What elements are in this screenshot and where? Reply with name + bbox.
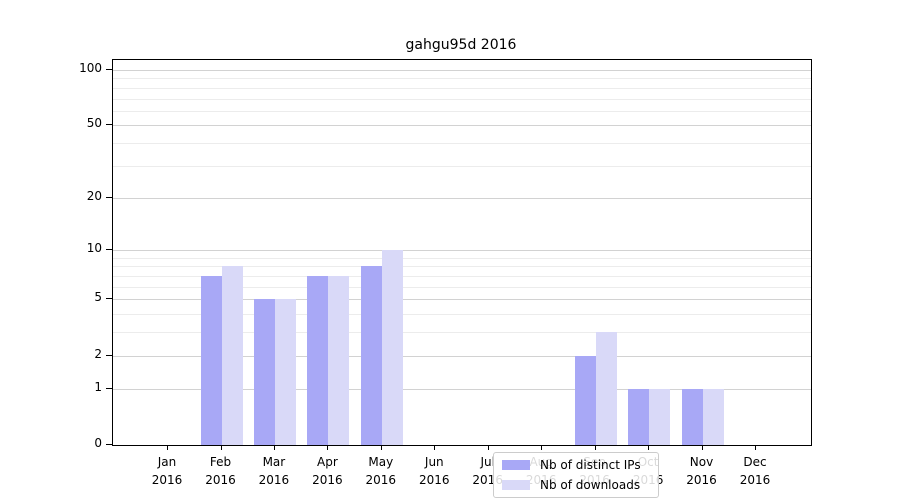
y-gridline-minor bbox=[113, 143, 811, 145]
y-gridline-major bbox=[113, 125, 811, 127]
x-tick-mark bbox=[273, 445, 275, 450]
x-tick-label: Dec 2016 bbox=[739, 455, 771, 487]
bar-downloads bbox=[649, 388, 671, 445]
y-gridline-minor bbox=[113, 78, 811, 80]
y-gridline-minor bbox=[113, 98, 811, 100]
y-tick-mark bbox=[106, 124, 112, 126]
y-tick-mark bbox=[106, 196, 112, 198]
bar-distinct-ips bbox=[681, 388, 703, 445]
legend: Nb of distinct IPs Nb of downloads bbox=[493, 452, 659, 498]
y-gridline-minor bbox=[113, 87, 811, 89]
bar-downloads bbox=[381, 250, 403, 445]
y-gridline-major bbox=[113, 250, 811, 252]
y-gridline-minor bbox=[113, 276, 811, 277]
y-gridline-major bbox=[113, 69, 811, 71]
bar-downloads bbox=[595, 332, 617, 445]
x-tick-label: Feb 2016 bbox=[205, 455, 236, 487]
y-gridline-minor bbox=[113, 257, 811, 259]
bar-distinct-ips bbox=[307, 276, 329, 445]
x-tick-label: Mar 2016 bbox=[258, 455, 290, 487]
x-tick-mark bbox=[541, 445, 543, 450]
legend-label-downloads: Nb of downloads bbox=[540, 478, 641, 492]
y-gridline-minor bbox=[113, 165, 811, 167]
plot-grid-and-bars bbox=[113, 60, 811, 445]
x-tick-mark bbox=[380, 445, 382, 450]
y-tick-label: 0 bbox=[94, 436, 102, 450]
x-tick-mark bbox=[701, 445, 703, 450]
bar-downloads bbox=[702, 388, 724, 445]
y-gridline-minor bbox=[113, 314, 811, 316]
legend-item-distinct-ips: Nb of distinct IPs bbox=[502, 458, 650, 472]
x-tick-mark bbox=[434, 445, 436, 450]
y-tick-label: 20 bbox=[86, 188, 102, 203]
y-tick-mark bbox=[106, 387, 112, 389]
y-tick-mark bbox=[106, 249, 112, 251]
x-tick-mark bbox=[220, 445, 222, 450]
y-tick-label: 5 bbox=[94, 290, 102, 305]
y-tick-mark bbox=[106, 68, 112, 70]
x-tick-label: Apr 2016 bbox=[312, 455, 343, 487]
bar-downloads bbox=[221, 266, 243, 445]
x-tick-label: Jan 2016 bbox=[151, 455, 183, 487]
bar-distinct-ips bbox=[200, 276, 222, 445]
x-tick-mark bbox=[594, 445, 596, 450]
y-gridline-minor bbox=[113, 286, 811, 288]
x-tick-label: Jun 2016 bbox=[419, 455, 450, 487]
x-tick-label: Nov 2016 bbox=[686, 455, 717, 487]
x-tick-mark bbox=[755, 445, 756, 450]
y-tick-mark bbox=[106, 298, 112, 300]
legend-swatch-downloads bbox=[502, 480, 530, 490]
y-gridline-minor bbox=[113, 332, 811, 334]
x-tick-mark bbox=[648, 445, 650, 450]
chart-title: gahgu95d 2016 bbox=[405, 37, 517, 53]
bar-downloads bbox=[274, 299, 296, 445]
y-tick-label: 100 bbox=[79, 60, 102, 75]
y-gridline-minor bbox=[113, 110, 811, 112]
bar-downloads bbox=[328, 276, 350, 445]
y-tick-mark bbox=[106, 444, 112, 445]
y-tick-label: 1 bbox=[94, 379, 102, 394]
bar-distinct-ips bbox=[253, 299, 275, 445]
bar-distinct-ips bbox=[628, 388, 650, 445]
bar-distinct-ips bbox=[574, 355, 596, 445]
y-tick-mark bbox=[106, 354, 112, 356]
x-tick-label: May 2016 bbox=[365, 455, 397, 487]
legend-swatch-distinct-ips bbox=[502, 460, 530, 470]
y-gridline-major bbox=[113, 197, 811, 199]
plot-area: Nb of distinct IPs Nb of downloads bbox=[112, 59, 812, 498]
y-gridline-major bbox=[113, 388, 811, 390]
legend-item-downloads: Nb of downloads bbox=[502, 478, 650, 492]
y-gridline-major bbox=[113, 355, 811, 357]
bar-distinct-ips bbox=[360, 266, 382, 445]
y-tick-label: 50 bbox=[86, 116, 102, 131]
y-tick-label: 10 bbox=[86, 241, 102, 256]
y-gridline-major bbox=[113, 299, 811, 301]
x-tick-mark bbox=[167, 445, 168, 450]
legend-label-distinct-ips: Nb of distinct IPs bbox=[540, 458, 641, 472]
y-tick-label: 2 bbox=[94, 346, 102, 361]
x-tick-mark bbox=[487, 445, 489, 450]
y-gridline-minor bbox=[113, 266, 811, 268]
x-tick-mark bbox=[327, 445, 329, 450]
